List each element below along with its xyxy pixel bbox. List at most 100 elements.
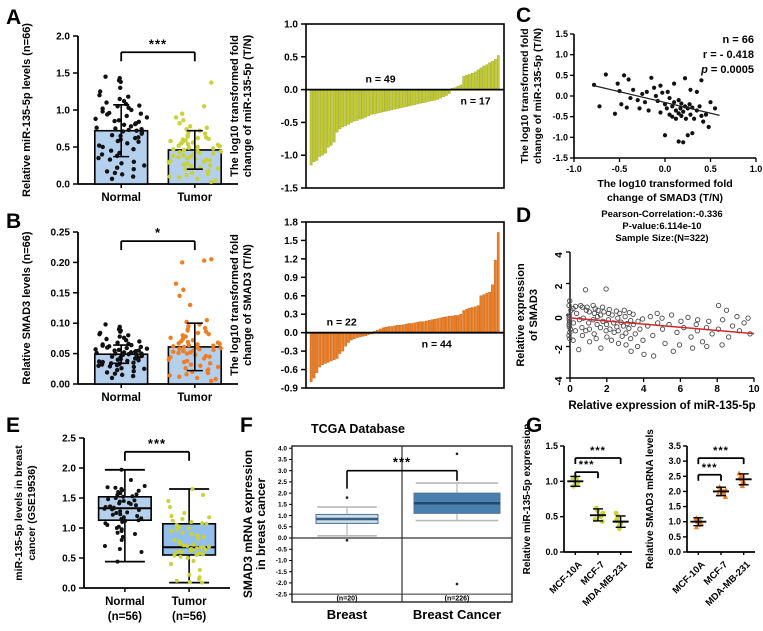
svg-text:Breast: Breast <box>327 607 368 622</box>
svg-text:0.0: 0.0 <box>56 180 70 191</box>
svg-text:1.5: 1.5 <box>668 502 681 512</box>
svg-text:***: *** <box>148 436 166 451</box>
svg-text:1.5: 1.5 <box>62 494 76 505</box>
svg-text:Relative SMAD3 mRNA levels: Relative SMAD3 mRNA levels <box>645 429 656 569</box>
svg-text:1.5: 1.5 <box>278 502 287 509</box>
panel-f-tcga-boxplot: TCGA Database 4.0 3.5 3.0 2.5 2.0 1.5 1.0 0.5 0.0… <box>241 422 513 622</box>
svg-text:n = 44: n = 44 <box>422 339 452 351</box>
svg-text:1.5: 1.5 <box>555 29 568 39</box>
svg-text:***: *** <box>579 459 595 471</box>
svg-text:0: 0 <box>554 315 565 321</box>
svg-text:0.0: 0.0 <box>278 535 287 542</box>
svg-text:***: *** <box>393 455 411 470</box>
svg-text:*: * <box>155 225 161 240</box>
svg-text:(n=20): (n=20) <box>337 596 358 603</box>
svg-text:1.2: 1.2 <box>284 254 298 265</box>
svg-text:The log10 transformed fold: The log10 transformed fold <box>229 234 241 376</box>
svg-text:2.0: 2.0 <box>278 490 287 497</box>
svg-text:3.5: 3.5 <box>278 457 287 464</box>
panel-letter-f: F <box>240 414 253 437</box>
svg-text:0.5: 0.5 <box>545 512 558 522</box>
svg-text:0.0: 0.0 <box>284 328 298 339</box>
svg-text:3.0: 3.0 <box>278 468 287 475</box>
svg-text:cancer (GSE19536): cancer (GSE19536) <box>26 465 38 560</box>
svg-text:0.05: 0.05 <box>51 349 71 360</box>
svg-text:change of SMAD3 (T/N): change of SMAD3 (T/N) <box>242 244 254 366</box>
svg-text:0.00: 0.00 <box>51 380 71 391</box>
svg-text:Relative SMAD3 levels (n=66): Relative SMAD3 levels (n=66) <box>21 231 33 384</box>
svg-text:***: *** <box>590 445 606 457</box>
svg-text:-1.0: -1.0 <box>566 164 582 174</box>
svg-text:1.0: 1.0 <box>555 50 568 60</box>
svg-text:p = 0.0005: p = 0.0005 <box>700 64 754 76</box>
svg-text:-1.0: -1.0 <box>276 558 288 565</box>
svg-text:0.0: 0.0 <box>555 91 568 101</box>
svg-text:-2: -2 <box>554 345 565 354</box>
svg-text:change of miR-135-5p (T/N): change of miR-135-5p (T/N) <box>242 34 254 177</box>
svg-text:MCF-10A: MCF-10A <box>548 559 585 596</box>
svg-text:***: *** <box>149 36 167 51</box>
svg-text:0.5: 0.5 <box>278 524 287 531</box>
svg-text:1.0: 1.0 <box>278 513 287 520</box>
svg-text:-1.5: -1.5 <box>552 153 568 163</box>
svg-text:1.5: 1.5 <box>545 441 558 451</box>
svg-text:0.9: 0.9 <box>284 273 298 284</box>
panel-letter-d: D <box>516 204 532 227</box>
panel-letter-b: B <box>6 210 22 233</box>
panel-b-waterfall-chart: -0.9 -0.6 -0.3 0.0 0.3 0.6 0.9 1.2 1.5 1.8 n = 22 n… <box>229 218 505 395</box>
svg-text:1.8: 1.8 <box>284 218 298 229</box>
svg-text:Relative miR-135-5p expression: Relative miR-135-5p expression <box>522 424 533 574</box>
svg-text:-1.0: -1.0 <box>552 132 568 142</box>
svg-text:n = 17: n = 17 <box>460 96 490 108</box>
svg-text:2.5: 2.5 <box>668 471 681 481</box>
svg-text:0.0: 0.0 <box>659 164 672 174</box>
svg-text:n = 22: n = 22 <box>327 317 357 329</box>
svg-text:0: 0 <box>567 384 573 395</box>
svg-text:-0.5: -0.5 <box>612 164 628 174</box>
svg-text:0.15: 0.15 <box>51 288 71 299</box>
panel-letter-a: A <box>6 6 22 29</box>
svg-text:miR-135-5p levels in breast: miR-135-5p levels in breast <box>13 445 25 581</box>
svg-text:2.5: 2.5 <box>62 434 76 445</box>
panel-g-mir135-dotplot: 0.00.51.01.5MCF-10AMCF-7MDA-MB-231******… <box>522 424 632 609</box>
panel-e-boxplot: 0.0 0.5 1.0 1.5 2.0 2.5 Normal (n=56) Tumor (n=56… <box>13 434 230 623</box>
svg-text:The log10 transformed fold: The log10 transformed fold <box>229 35 241 177</box>
panel-letter-c: C <box>516 4 532 27</box>
svg-text:change of miR-135-5p (T/N): change of miR-135-5p (T/N) <box>532 28 544 164</box>
svg-text:3.0: 3.0 <box>668 456 681 466</box>
svg-text:10: 10 <box>748 384 760 395</box>
svg-text:2.0: 2.0 <box>56 32 70 43</box>
svg-text:Pearson-Correlation:-0.336: Pearson-Correlation:-0.336 <box>601 209 722 220</box>
svg-text:Tumor: Tumor <box>177 392 212 404</box>
svg-text:MCF-10A: MCF-10A <box>671 559 708 596</box>
svg-text:Normal: Normal <box>101 192 141 204</box>
svg-text:***: *** <box>713 445 729 457</box>
svg-text:Relative miR-135-5p levels (n=: Relative miR-135-5p levels (n=66) <box>21 23 33 197</box>
svg-text:0.5: 0.5 <box>555 70 568 80</box>
svg-text:-1.0: -1.0 <box>281 151 299 162</box>
svg-text:0.10: 0.10 <box>51 319 71 330</box>
svg-text:(n=56): (n=56) <box>172 611 206 623</box>
svg-text:TCGA Database: TCGA Database <box>311 422 405 436</box>
svg-text:(n=56): (n=56) <box>108 611 142 623</box>
svg-text:0.0: 0.0 <box>668 547 681 557</box>
svg-text:1.0: 1.0 <box>668 517 681 527</box>
svg-text:in breast cancer: in breast cancer <box>254 478 268 570</box>
svg-text:0.25: 0.25 <box>51 228 71 239</box>
svg-text:8: 8 <box>714 384 720 395</box>
svg-text:1.0: 1.0 <box>545 476 558 486</box>
svg-text:2: 2 <box>604 384 610 395</box>
svg-text:-0.9: -0.9 <box>281 384 299 395</box>
panel-a-dot-bar-chart: 0.0 0.5 1.0 1.5 2.0 Normal Tumor *** Relative mi… <box>21 23 238 204</box>
svg-text:-1.5: -1.5 <box>281 184 299 195</box>
svg-text:2.5: 2.5 <box>278 479 287 486</box>
svg-text:Relative expression of miR-135: Relative expression of miR-135-5p <box>568 400 755 412</box>
svg-text:Tumor: Tumor <box>177 192 212 204</box>
panel-d-tcga-scatter: Pearson-Correlation:-0.336P-value:6.114e… <box>515 209 760 412</box>
svg-text:2: 2 <box>554 283 565 289</box>
svg-text:-0.5: -0.5 <box>552 112 568 122</box>
svg-text:1.0: 1.0 <box>284 20 298 31</box>
svg-text:Normal: Normal <box>105 596 145 608</box>
svg-text:P-value:6.114e-10: P-value:6.114e-10 <box>622 221 701 232</box>
